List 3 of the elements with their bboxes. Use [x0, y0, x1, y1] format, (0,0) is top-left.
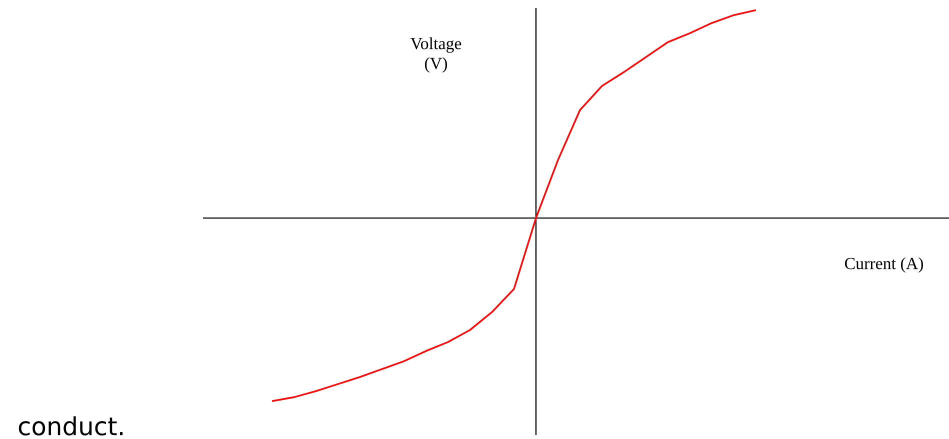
text: conduct. — [18, 416, 123, 436]
x-axis-title: Current (A) — [844, 257, 924, 273]
y-axis-title: Voltage (V) — [410, 37, 462, 73]
